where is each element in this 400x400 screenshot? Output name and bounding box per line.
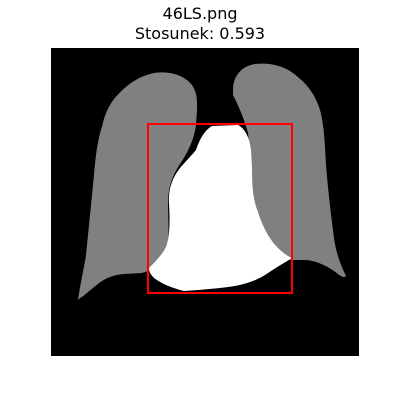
heart-mask — [149, 125, 292, 291]
ratio-subtitle: Stosunek: 0.593 — [134, 24, 266, 43]
heart-bounding-box — [147, 123, 293, 294]
image-filename-title: 46LS.png — [162, 4, 238, 23]
